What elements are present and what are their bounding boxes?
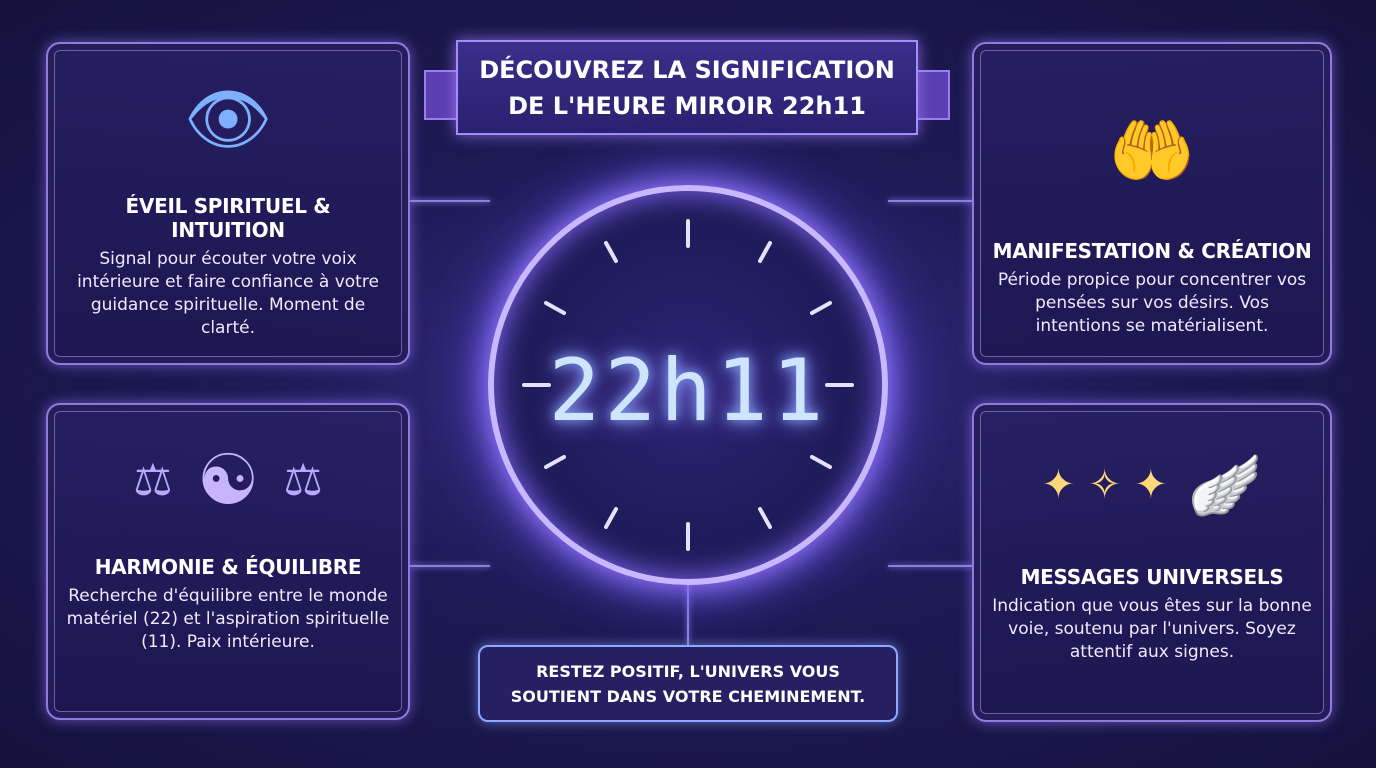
message-box: RESTEZ POSITIF, L'UNIVERS VOUS SOUTIENT …	[478, 645, 898, 722]
card-text: Recherche d'équilibre entre le monde mat…	[66, 586, 390, 652]
connector-line	[410, 565, 490, 567]
card-text: Signal pour écouter votre voix intérieur…	[77, 249, 379, 338]
title-line-2: DE L'HEURE MIROIR 22h11	[508, 91, 866, 120]
eye-icon: 👁	[183, 77, 273, 160]
title-line-1: DÉCOUVREZ LA SIGNIFICATION	[479, 55, 895, 84]
card-eveil-spirituel: 👁 ÉVEIL SPIRITUEL & INTUITION Signal pou…	[46, 42, 410, 365]
card-text: Période propice pour concentrer vos pens…	[997, 270, 1307, 336]
card-title: MANIFESTATION & CRÉATION	[992, 239, 1312, 263]
clock-ticks	[522, 219, 854, 551]
hands-globe-icon: 🤲	[1108, 110, 1196, 192]
connector-line	[888, 565, 972, 567]
message-line-2: SOUTIENT DANS VOTRE CHEMINEMENT.	[510, 686, 866, 706]
card-harmonie: ⚖ ☯ ⚖ HARMONIE & ÉQUILIBRE Recherche d'équ…	[46, 403, 410, 720]
card-messages-universels: ✦ ✧ ✦ 🪽 MESSAGES UNIVERSELS Indication qu…	[972, 403, 1332, 722]
card-title: MESSAGES UNIVERSELS	[1020, 565, 1284, 589]
message-line-1: RESTEZ POSITIF, L'UNIVERS VOUS	[536, 661, 840, 681]
card-title: ÉVEIL SPIRITUEL & INTUITION	[125, 194, 331, 242]
connector-line	[888, 200, 972, 202]
constellation-wing-icon: ✦ ✧ ✦ 🪽	[1041, 450, 1263, 521]
title-banner: DÉCOUVREZ LA SIGNIFICATION DE L'HEURE MI…	[456, 40, 918, 135]
card-manifestation: 🤲 MANIFESTATION & CRÉATION Période propi…	[972, 42, 1332, 365]
clock-time: 22h11	[548, 341, 828, 441]
clock: 22h11	[488, 185, 888, 585]
yin-yang-heart-icon: ⚖ ☯ ⚖	[133, 439, 323, 521]
connector-line	[687, 585, 689, 645]
card-title: HARMONIE & ÉQUILIBRE	[94, 555, 362, 579]
card-text: Indication que vous êtes sur la bonne vo…	[992, 596, 1312, 662]
connector-line	[410, 200, 490, 202]
